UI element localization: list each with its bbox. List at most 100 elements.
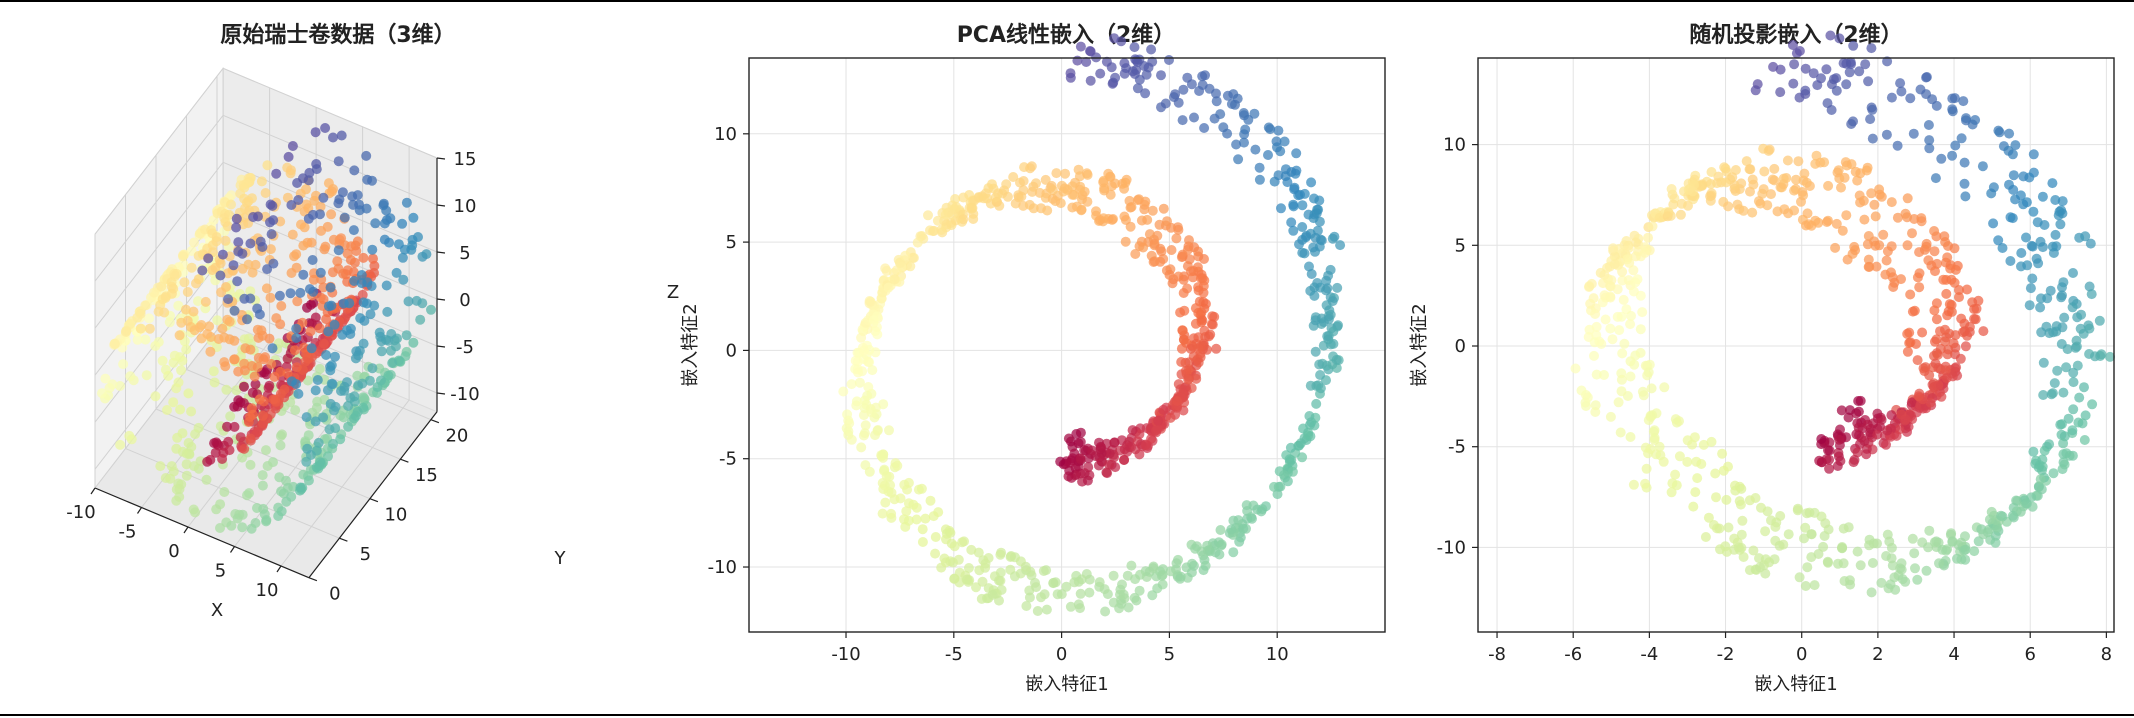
scatter-point-3d bbox=[374, 327, 385, 338]
scatter-point-3d bbox=[216, 287, 227, 298]
scatter-point-pca bbox=[1303, 430, 1314, 441]
scatter-point-3d bbox=[118, 359, 129, 370]
scatter-point-3d bbox=[239, 293, 250, 304]
scatter-point-rp bbox=[1721, 494, 1732, 505]
scatter-point-rp bbox=[1941, 373, 1952, 384]
scatter-point-rp bbox=[1929, 226, 1940, 236]
scatter-point-rp bbox=[2021, 232, 2031, 243]
scatter-point-pca bbox=[1127, 425, 1138, 436]
scatter-point-rp bbox=[1774, 540, 1785, 551]
z-tick-3d bbox=[436, 392, 446, 395]
scatter-point-rp bbox=[2007, 213, 2018, 224]
scatter-point-rp bbox=[1759, 166, 1770, 177]
scatter-point-rp bbox=[1923, 255, 1934, 266]
scatter-point-3d bbox=[186, 262, 197, 273]
scatter-point-rp bbox=[1641, 463, 1652, 474]
scatter-point-3d bbox=[115, 381, 125, 391]
scatter-point-rp bbox=[2064, 450, 2075, 461]
scatter-point-pca bbox=[1218, 122, 1229, 133]
scatter-point-pca bbox=[1109, 437, 1120, 448]
y-tick-label-rp: 0 bbox=[1455, 336, 1466, 357]
scatter-point-3d bbox=[223, 268, 233, 279]
scatter-point-pca bbox=[1010, 198, 1021, 209]
scatter-point-pca bbox=[1095, 444, 1106, 455]
scatter-point-pca bbox=[1130, 444, 1141, 455]
scatter-point-rp bbox=[1733, 542, 1744, 553]
scatter-point-rp bbox=[1881, 439, 1891, 450]
scatter-point-3d bbox=[336, 130, 347, 141]
scatter-point-3d bbox=[303, 213, 314, 224]
scatter-point-rp bbox=[1789, 185, 1800, 196]
scatter-point-rp bbox=[1841, 79, 1852, 90]
scatter-point-pca bbox=[1036, 203, 1046, 214]
scatter-point-3d bbox=[168, 357, 179, 368]
scatter-point-pca bbox=[1199, 123, 1210, 133]
scatter-point-rp bbox=[1871, 261, 1882, 272]
scatter-point-rp bbox=[1763, 145, 1774, 156]
scatter-point-rp bbox=[2038, 357, 2049, 368]
scatter-point-3d bbox=[318, 282, 329, 293]
scatter-point-rp bbox=[1941, 545, 1951, 556]
scatter-point-3d bbox=[253, 332, 264, 343]
scatter-point-3d bbox=[256, 176, 267, 187]
scatter-point-rp bbox=[1882, 425, 1893, 436]
scatter-point-rp bbox=[2003, 145, 2014, 156]
scatter-point-rp bbox=[1617, 348, 1628, 359]
scatter-point-rp bbox=[2067, 302, 2078, 313]
scatter-point-3d bbox=[200, 296, 211, 307]
scatter-point-3d bbox=[281, 496, 292, 507]
scatter-point-3d bbox=[239, 443, 250, 454]
scatter-point-pca bbox=[1238, 523, 1249, 534]
scatter-point-pca bbox=[1099, 183, 1110, 194]
scatter-point-pca bbox=[1182, 283, 1193, 294]
scatter-point-pca bbox=[1276, 203, 1286, 214]
scatter-point-rp bbox=[2087, 399, 2098, 410]
scatter-point-pca bbox=[861, 399, 872, 410]
scatter-point-rp bbox=[1629, 359, 1640, 370]
scatter-point-3d bbox=[229, 305, 240, 316]
scatter-point-rp bbox=[1939, 336, 1950, 347]
scatter-point-3d bbox=[265, 244, 276, 255]
scatter-point-3d bbox=[183, 388, 194, 399]
scatter-point-rp bbox=[1618, 294, 1629, 305]
scatter-point-rp bbox=[2084, 323, 2095, 334]
scatter-point-pca bbox=[929, 225, 940, 236]
scatter-point-rp bbox=[1775, 64, 1786, 75]
scatter-point-rp bbox=[1820, 518, 1831, 529]
scatter-point-rp bbox=[1744, 495, 1755, 506]
scatter-point-rp bbox=[1800, 522, 1811, 533]
scatter-point-rp bbox=[1638, 390, 1649, 401]
y-tick-label-pca: 0 bbox=[726, 340, 737, 361]
scatter-point-rp bbox=[1845, 579, 1856, 590]
scatter-point-rp bbox=[1973, 295, 1984, 306]
scatter-point-rp bbox=[1986, 506, 1997, 517]
scatter-point-rp bbox=[1768, 61, 1779, 72]
scatter-point-rp bbox=[1988, 218, 1999, 229]
scatter-point-pca bbox=[895, 258, 906, 269]
scatter-point-3d bbox=[180, 304, 191, 315]
scatter-point-rp bbox=[2072, 360, 2083, 371]
scatter-point-rp bbox=[1927, 94, 1938, 105]
scatter-point-3d bbox=[323, 326, 334, 337]
scatter-point-3d bbox=[208, 366, 219, 377]
scatter-point-rp bbox=[1802, 208, 1813, 219]
scatter-point-3d bbox=[210, 447, 221, 458]
scatter-point-rp bbox=[1845, 57, 1856, 68]
scatter-point-3d bbox=[289, 251, 300, 262]
scatter-point-3d bbox=[286, 268, 297, 278]
scatter-point-pca bbox=[872, 425, 883, 436]
scatter-point-3d bbox=[343, 421, 354, 432]
scatter-point-pca bbox=[923, 210, 933, 221]
scatter-point-3d bbox=[339, 212, 350, 223]
plot-frame-pca bbox=[748, 57, 1386, 633]
scatter-point-rp bbox=[1654, 441, 1665, 452]
scatter-point-rp bbox=[1813, 549, 1824, 559]
scatter-point-pca bbox=[1314, 195, 1325, 206]
scatter-point-pca bbox=[885, 480, 896, 491]
scatter-point-3d bbox=[150, 391, 161, 402]
scatter-point-pca bbox=[1184, 235, 1194, 246]
scatter-point-rp bbox=[1941, 288, 1952, 299]
scatter-point-pca bbox=[930, 548, 941, 559]
y-tick-label-3d: 15 bbox=[415, 465, 438, 486]
scatter-point-rp bbox=[1955, 353, 1966, 364]
